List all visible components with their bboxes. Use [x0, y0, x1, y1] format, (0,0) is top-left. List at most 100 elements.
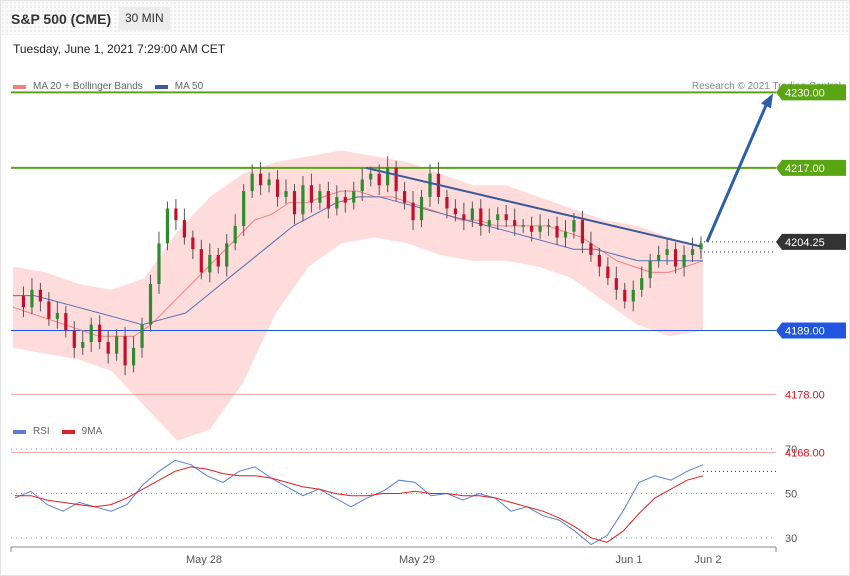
candle-body: [360, 179, 364, 192]
legend-label-9ma: 9MA: [81, 426, 103, 437]
candle-body: [352, 191, 356, 203]
candle-body: [318, 191, 322, 203]
legend-label-ma20: MA 20 + Bollinger Bands: [33, 81, 143, 92]
trendline: [365, 166, 701, 248]
legend-label-rsi: RSI: [33, 426, 50, 437]
candle-body: [513, 220, 517, 226]
candle-body: [115, 336, 119, 354]
main-legend: MA 20 + Bollinger Bands MA 50: [13, 81, 215, 92]
candle-body: [89, 324, 93, 343]
candle-body: [174, 208, 178, 221]
credit-text: Research © 2021 Trading Central: [691, 81, 841, 92]
candle-body: [326, 191, 330, 209]
candle-body: [521, 225, 525, 227]
legend-swatch-9ma: [61, 429, 75, 434]
candle-body: [470, 208, 474, 221]
candle-body: [673, 249, 678, 267]
candle-body: [140, 324, 144, 348]
target-arrow-shaft: [705, 104, 768, 243]
level-4230-00-label: 4230.00: [785, 87, 825, 99]
candle-body: [38, 289, 43, 302]
level-4217-00-label: 4217.00: [785, 163, 825, 175]
time-tick-jun-1: Jun 1: [616, 554, 643, 566]
legend-label-ma50: MA 50: [174, 81, 204, 92]
candle-body: [665, 249, 669, 255]
candle-body: [623, 289, 627, 302]
candle-body: [386, 167, 390, 186]
candle-body: [309, 185, 314, 203]
candle-body: [682, 254, 686, 267]
candle-body: [106, 342, 110, 354]
candle-body: [411, 202, 415, 221]
time-tick-jun-2: Jun 2: [695, 554, 722, 566]
legend-swatch-rsi: [13, 429, 26, 434]
candle-body: [487, 220, 491, 226]
candle-body: [191, 237, 195, 250]
candle-body: [496, 214, 500, 221]
candle-body: [453, 208, 457, 215]
candle-body: [648, 260, 652, 279]
candle-body: [377, 173, 381, 186]
rsi-tick-30: 30: [785, 533, 797, 545]
candle-body: [131, 347, 136, 366]
candle-body: [428, 173, 432, 197]
candle-body: [208, 254, 212, 273]
candle-body: [233, 225, 237, 244]
level-4168-00-label: 4168.00: [785, 447, 825, 459]
price-levels-layer: 4230.00 4217.00 4204.25 4189.00 4178.00 4168.…: [11, 84, 846, 459]
candle-body: [47, 301, 51, 319]
candle-body: [657, 254, 661, 261]
level-4189-00-label: 4189.00: [785, 325, 825, 337]
candle-body: [563, 231, 568, 238]
candle-body: [640, 278, 644, 290]
candle-body: [631, 289, 635, 302]
timeframe-button[interactable]: 30 MIN: [119, 7, 170, 30]
level-4189-00-tag: [776, 322, 846, 339]
time-tick-may-28: May 28: [186, 554, 222, 566]
candle-body: [157, 243, 161, 284]
candle-body: [55, 313, 59, 319]
candle-body: [597, 254, 601, 267]
chart-title: S&P 500 (CME): [11, 11, 112, 27]
time-tick-may-29: May 29: [399, 554, 435, 566]
trendline-layer: [365, 93, 773, 248]
candle-body: [259, 173, 263, 186]
candle-body: [199, 249, 203, 273]
bollinger-band-layer: [13, 150, 703, 441]
candle-body: [64, 313, 68, 331]
candle-body: [292, 191, 297, 215]
candle-body: [462, 214, 466, 221]
level-4217-00-tag: [776, 159, 846, 176]
ma20-line: [12, 190, 704, 337]
candle-body: [538, 225, 542, 232]
candle-body: [699, 243, 703, 250]
level-4230-00-tag: [776, 84, 846, 101]
candle-body: [30, 289, 34, 308]
candle-body: [81, 342, 85, 348]
rsi-legend: RSI 9MA: [13, 426, 114, 437]
candle-body: [242, 191, 246, 226]
bollinger-band: [13, 150, 703, 441]
candles-layer: [21, 156, 703, 376]
candle-body: [369, 173, 373, 180]
rsi-tick-70: 70: [785, 444, 797, 456]
time-axis-layer: May 28 May 29 Jun 1 Jun 2: [10, 546, 777, 566]
candle-body: [504, 214, 508, 221]
datetime-label: Tuesday, June 1, 2021 7:29:00 AM CET: [13, 42, 226, 56]
candle-body: [225, 243, 229, 267]
candle-body: [72, 330, 76, 348]
candle-body: [606, 266, 610, 279]
candle-body: [98, 324, 102, 343]
level-4204-25-tag: [776, 233, 846, 250]
candle-body: [182, 220, 186, 238]
candle-body: [250, 173, 254, 192]
rsi-layer: 70 50 30: [11, 444, 797, 546]
candle-body: [267, 179, 271, 186]
moving-averages-layer: [12, 190, 704, 337]
candle-body: [530, 225, 534, 232]
candle-body: [555, 225, 559, 238]
candle-body: [216, 254, 220, 267]
candle-body: [21, 295, 26, 308]
candle-body: [165, 208, 170, 244]
